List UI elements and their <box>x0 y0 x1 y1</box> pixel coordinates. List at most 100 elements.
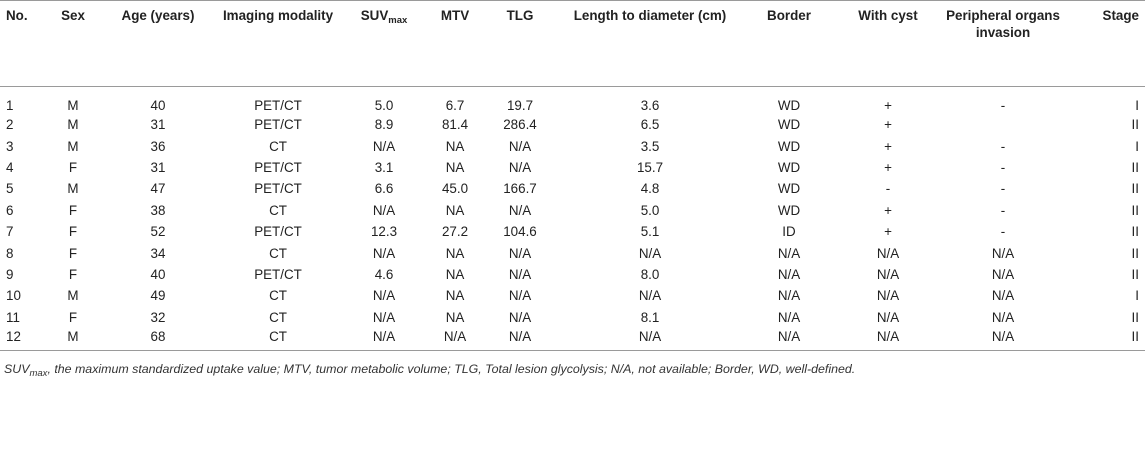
cell-suv: 12.3 <box>370 224 398 240</box>
cell-mtv: 81.4 <box>441 117 469 133</box>
table-body: 1 M 40 PET/CT 5.0 6.7 19.7 3.6 WD + - I 2 M 31 PET/CT 8.… <box>0 87 1145 351</box>
cell-suv: N/A <box>372 309 396 325</box>
cell-no: 10 <box>6 288 21 304</box>
cell-length: N/A <box>638 245 662 261</box>
suv-subscript: max <box>388 15 408 26</box>
col-header-stage: Stage <box>1068 0 1145 87</box>
cell-suv: N/A <box>372 245 396 261</box>
cell-stage: I <box>1135 138 1139 154</box>
suv-label: SUV <box>360 8 389 23</box>
cell-cyst: N/A <box>876 288 900 304</box>
cell-age: 31 <box>150 159 166 175</box>
cell-mtv: NA <box>445 202 465 218</box>
cell-age: 38 <box>150 202 166 218</box>
cell-length: 3.6 <box>640 98 660 113</box>
cell-suv: 8.9 <box>374 117 394 133</box>
cell-stage: II <box>1131 245 1139 261</box>
footnote-text: , the maximum standardized uptake value;… <box>47 361 856 376</box>
table-row: 9 F 40 PET/CT 4.6 NA N/A 8.0 N/A N/A N/A II <box>0 264 1145 285</box>
cell-border: WD <box>777 138 801 154</box>
cell-sex: F <box>68 159 78 175</box>
cell-mtv: N/A <box>430 327 480 351</box>
cell-cyst: + <box>884 224 892 240</box>
cell-tlg: 19.7 <box>506 98 534 113</box>
cell-sex: F <box>68 202 78 218</box>
cell-modality: PET/CT <box>254 266 302 282</box>
cell-modality: PET/CT <box>254 98 302 113</box>
cell-tlg: N/A <box>508 138 532 154</box>
cell-border: N/A <box>777 266 801 282</box>
cell-stage: I <box>1135 98 1139 113</box>
cell-age: 49 <box>150 288 166 304</box>
cell-stage: II <box>1068 327 1145 351</box>
table-row: 11 F 32 CT N/A NA N/A 8.1 N/A N/A N/A II <box>0 307 1145 328</box>
cell-no: 5 <box>6 181 14 197</box>
cell-sex: F <box>68 266 78 282</box>
table-row: 10 M 49 CT N/A NA N/A N/A N/A N/A N/A I <box>0 285 1145 306</box>
cell-modality: CT <box>218 327 338 351</box>
cell-modality: CT <box>269 138 287 154</box>
cell-invasion: - <box>1000 159 1006 175</box>
cell-no: 2 <box>6 117 14 133</box>
col-header-sex: Sex <box>48 0 98 87</box>
table-row: 6 F 38 CT N/A NA N/A 5.0 WD + - II <box>0 200 1145 221</box>
cell-suv: N/A <box>372 202 396 218</box>
cell-suv: 3.1 <box>374 159 394 175</box>
cell-length: 3.5 <box>640 138 660 154</box>
col-header-with-cyst: With cyst <box>838 0 938 87</box>
cell-cyst: - <box>885 181 891 197</box>
cell-invasion: N/A <box>991 288 1015 304</box>
col-header-tlg: TLG <box>480 0 560 87</box>
cell-length: 4.8 <box>640 181 660 197</box>
cell-stage: II <box>1131 117 1139 133</box>
cell-border: WD <box>777 202 801 218</box>
cell-modality: PET/CT <box>254 181 302 197</box>
cell-border: N/A <box>777 245 801 261</box>
cell-length: 5.0 <box>640 202 660 218</box>
cell-invasion: - <box>1000 224 1006 240</box>
cell-cyst: + <box>884 98 892 113</box>
footnote-abbr: SUV <box>4 361 30 376</box>
footnote-subscript: max <box>29 367 48 379</box>
cell-mtv: NA <box>445 266 465 282</box>
table-row: 4 F 31 PET/CT 3.1 NA N/A 15.7 WD + - II <box>0 157 1145 178</box>
cell-modality: CT <box>269 245 287 261</box>
cell-stage: II <box>1131 266 1139 282</box>
cell-invasion <box>938 114 1068 135</box>
cell-cyst: + <box>884 138 892 154</box>
cell-age: 52 <box>150 224 166 240</box>
cell-modality: CT <box>269 309 287 325</box>
cell-invasion: N/A <box>991 245 1015 261</box>
cell-mtv: 27.2 <box>441 224 469 240</box>
table-header-row: No. Sex Age (years) Imaging modality SUV… <box>0 0 1145 87</box>
cell-mtv: NA <box>445 245 465 261</box>
cell-age: 40 <box>150 98 166 113</box>
cell-modality: CT <box>269 202 287 218</box>
cell-cyst: N/A <box>876 245 900 261</box>
cell-cyst: N/A <box>838 327 938 351</box>
cell-invasion: N/A <box>938 327 1068 351</box>
table-row: 7 F 52 PET/CT 12.3 27.2 104.6 5.1 ID + - II <box>0 221 1145 242</box>
cell-invasion: N/A <box>991 309 1015 325</box>
cell-cyst: + <box>884 159 892 175</box>
cell-mtv: NA <box>445 159 465 175</box>
cell-sex: M <box>67 117 79 133</box>
cell-modality: PET/CT <box>254 159 302 175</box>
cell-stage: I <box>1135 288 1139 304</box>
cell-tlg: 286.4 <box>503 117 537 133</box>
col-header-imaging-modality: Imaging modality <box>218 0 338 87</box>
cell-border: N/A <box>777 288 801 304</box>
col-header-suvmax: SUVmax <box>338 0 430 87</box>
cell-age: 68 <box>98 327 218 351</box>
cell-mtv: NA <box>445 288 465 304</box>
cell-no: 9 <box>6 266 14 282</box>
cell-tlg: N/A <box>508 266 532 282</box>
cell-cyst: N/A <box>876 309 900 325</box>
cell-modality: PET/CT <box>254 117 302 133</box>
cell-invasion: - <box>1000 98 1006 113</box>
cell-suv: N/A <box>372 138 396 154</box>
cell-no: 4 <box>6 159 14 175</box>
cell-invasion: - <box>1000 181 1006 197</box>
cell-sex: M <box>67 138 79 154</box>
col-header-border: Border <box>740 0 838 87</box>
